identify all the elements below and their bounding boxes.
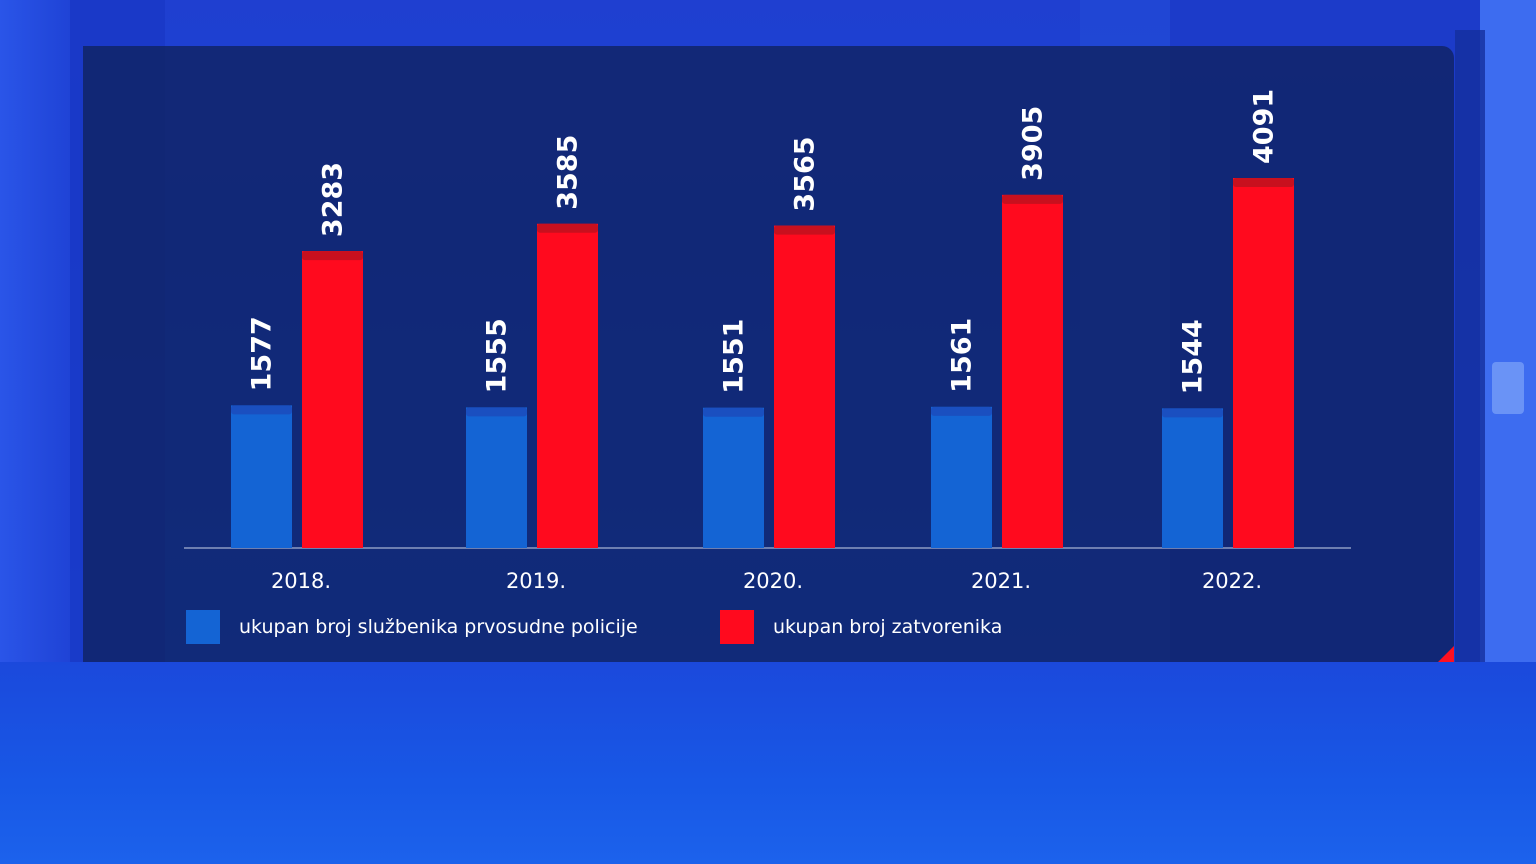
bar-prisoners-1: [537, 223, 598, 549]
bar-cap-0-4: [1162, 408, 1223, 418]
bar-prisoners-4: [1233, 178, 1294, 548]
legend-label-officers: ukupan broj službenika prvosudne policij…: [239, 616, 638, 638]
light-switch-icon: [1492, 362, 1524, 414]
value-label-1-2: 3565: [790, 136, 821, 211]
value-label-0-0: 1577: [247, 316, 278, 391]
x-tick-label-0: 2018.: [271, 569, 331, 593]
bar-cap-0-0: [231, 405, 292, 415]
legend-swatch-blue: [186, 610, 220, 644]
bar-officers-3: [931, 406, 992, 548]
bar-prisoners-2: [774, 225, 835, 548]
x-tick-label-2: 2020.: [743, 569, 803, 593]
bar-officers-0: [231, 405, 292, 548]
value-label-0-2: 1551: [719, 319, 750, 394]
bar-prisoners-3: [1002, 194, 1063, 548]
bar-cap-1-3: [1002, 194, 1063, 204]
value-label-0-3: 1561: [947, 318, 978, 393]
value-label-1-1: 3585: [553, 135, 584, 210]
x-tick-label-3: 2021.: [971, 569, 1031, 593]
bar-cap-1-0: [302, 251, 363, 261]
value-label-1-3: 3905: [1018, 106, 1049, 181]
bar-cap-0-3: [931, 406, 992, 416]
legend-item-prisoners: ukupan broj zatvorenika: [720, 610, 1002, 644]
bar-officers-2: [703, 407, 764, 548]
legend-item-officers: ukupan broj službenika prvosudne policij…: [186, 610, 638, 644]
legend-swatch-red: [720, 610, 754, 644]
value-label-0-4: 1544: [1178, 319, 1209, 394]
bar-cap-0-1: [466, 407, 527, 417]
bar-cap-1-4: [1233, 178, 1294, 187]
bar-cap-1-2: [774, 225, 835, 235]
legend-label-prisoners: ukupan broj zatvorenika: [773, 616, 1003, 638]
value-label-1-4: 4091: [1249, 89, 1280, 164]
bar-cap-0-2: [703, 407, 764, 417]
bar-officers-1: [466, 407, 527, 548]
value-label-1-0: 3283: [318, 162, 349, 237]
x-tick-label-4: 2022.: [1202, 569, 1262, 593]
x-tick-label-1: 2019.: [506, 569, 566, 593]
value-label-0-1: 1555: [482, 318, 513, 393]
bar-prisoners-0: [302, 251, 363, 548]
bar-officers-4: [1162, 408, 1223, 548]
bar-cap-1-1: [537, 223, 598, 233]
